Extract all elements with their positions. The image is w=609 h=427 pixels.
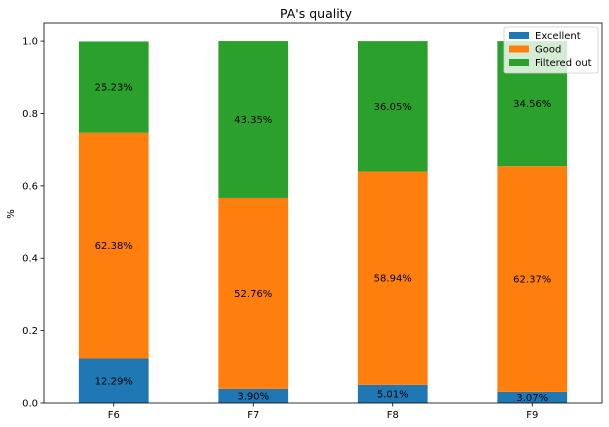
data-label: 43.35% [234, 115, 272, 126]
bar-excellent-f7 [218, 388, 289, 403]
bar-good-f6 [78, 132, 149, 359]
bar-filtered-out-f8 [357, 41, 428, 172]
data-label: 62.37% [513, 275, 551, 286]
y-tick-label: 0.0 [22, 399, 38, 410]
data-label: 34.56% [513, 99, 551, 110]
data-label: 52.76% [234, 289, 272, 300]
bar-excellent-f6 [78, 358, 149, 403]
bar-good-f8 [357, 171, 428, 385]
legend-entry: Excellent [535, 31, 581, 42]
data-label: 36.05% [374, 102, 412, 113]
y-tick-label: 0.8 [22, 109, 38, 120]
plot-area: 12.29% 62.38% 25.23% 3.90% 52.76% 43.35% 5.01%… [22, 22, 603, 421]
data-label: 62.38% [95, 241, 133, 252]
bar-excellent-f8 [357, 384, 428, 403]
axes-frame [43, 22, 603, 404]
bar-good-f9 [497, 166, 568, 392]
x-tick-label: F8 [387, 410, 399, 421]
data-label: 25.23% [95, 83, 133, 94]
chart-title: PA's quality [280, 6, 353, 21]
bar-filtered-out-f6 [78, 41, 149, 133]
legend-swatch [509, 32, 529, 39]
legend-swatch [509, 45, 529, 53]
x-tick-label: F7 [247, 410, 259, 421]
data-label: 5.01% [377, 389, 409, 400]
data-label: 12.29% [95, 376, 133, 387]
y-tick-label: 0.2 [22, 326, 38, 337]
y-tick-label: 1.0 [22, 37, 38, 48]
data-label: 3.07% [516, 393, 548, 404]
data-label: 58.94% [374, 274, 412, 285]
legend-entry: Filtered out [535, 58, 592, 69]
data-label: 3.90% [237, 391, 269, 402]
y-tick-label: 0.4 [22, 254, 38, 265]
legend: Excellent Good Filtered out [503, 26, 599, 74]
legend-swatch [509, 59, 529, 66]
x-tick-label: F9 [526, 410, 538, 421]
y-axis-label: % [6, 209, 17, 219]
bar-good-f7 [218, 197, 289, 389]
y-tick-label: 0.6 [22, 181, 38, 192]
x-tick-label: F6 [108, 410, 120, 421]
bar-filtered-out-f7 [218, 41, 289, 198]
legend-entry: Good [535, 45, 561, 56]
bar-excellent-f9 [497, 391, 568, 403]
